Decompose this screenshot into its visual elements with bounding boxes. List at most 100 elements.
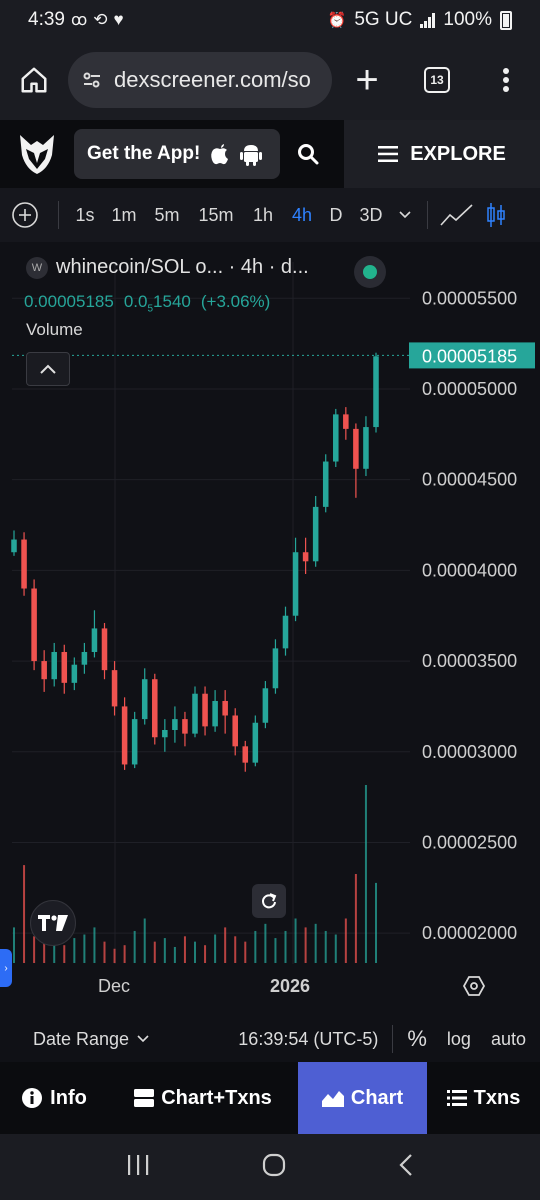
new-tab-button[interactable]: + [332, 60, 402, 100]
volume-bar [43, 941, 46, 963]
live-indicator[interactable] [354, 256, 386, 288]
add-indicator-button[interactable] [0, 201, 50, 229]
owl-logo-icon [20, 135, 54, 174]
open-price-subscript: 5 [147, 303, 154, 315]
line-chart-button[interactable] [436, 203, 478, 227]
plus-icon: + [355, 58, 379, 102]
y-tick-label: 0.00004500 [422, 470, 517, 490]
interval-5m[interactable]: 5m [145, 205, 189, 226]
side-drawer-handle[interactable]: › [0, 949, 12, 987]
volume-bar [204, 945, 207, 963]
more-vert-icon [503, 68, 509, 92]
candle-body [282, 615, 289, 649]
volume-bar [163, 938, 166, 963]
volume-bar [284, 930, 287, 963]
interval-1s[interactable]: 1s [67, 205, 103, 226]
candle-body [333, 414, 339, 462]
chart-clock[interactable]: 16:39:54 (UTC-5) [238, 1028, 379, 1049]
interval-3d[interactable]: 3D [351, 205, 391, 226]
chart-settings-button[interactable] [462, 974, 486, 1003]
y-tick-label: 0.00004000 [422, 560, 517, 580]
alarm-icon: ⏰ [327, 12, 347, 29]
candle-body [202, 693, 208, 727]
interval-15m[interactable]: 15m [189, 205, 243, 226]
volume-bar [244, 941, 247, 963]
percent-scale-toggle[interactable]: % [407, 1026, 427, 1051]
volume-bar [194, 941, 196, 963]
split-view-icon [134, 1089, 155, 1107]
chart-title[interactable]: whinecoin/SOL o... · 4h · d... [56, 256, 309, 278]
candle-chart-button[interactable] [478, 202, 514, 228]
toolbar-divider [427, 201, 428, 229]
token-badge: W [26, 256, 48, 279]
tradingview-logo[interactable] [30, 900, 76, 946]
candle-body [111, 670, 118, 707]
log-scale-toggle[interactable]: log [446, 1028, 471, 1049]
volume-bar [103, 941, 106, 963]
volume-bar [23, 865, 26, 963]
tab-txns[interactable]: Txns [427, 1062, 540, 1134]
candle-body [182, 719, 188, 734]
chart-footer: Date Range 16:39:54 (UTC-5) % log auto [0, 1016, 540, 1062]
browser-menu-button[interactable] [472, 67, 540, 93]
volume-bar [375, 882, 377, 963]
volume-bar [63, 945, 66, 963]
back-button[interactable] [398, 1153, 414, 1182]
site-settings-icon[interactable] [80, 68, 104, 92]
sync-icon: ⟲ [93, 10, 108, 29]
candle-body [11, 539, 17, 553]
back-chevron-icon [399, 1153, 413, 1176]
volume-bar [93, 927, 96, 963]
candle-body [61, 652, 68, 683]
candle-body [101, 628, 108, 671]
volume-bar [143, 918, 146, 963]
candle-body [272, 648, 279, 689]
tab-chart[interactable]: Chart [298, 1062, 427, 1134]
candle-body [262, 688, 269, 723]
reset-chart-button[interactable] [252, 884, 286, 918]
candle-body [172, 719, 178, 730]
interval-d[interactable]: D [321, 205, 351, 226]
explore-label: EXPLORE [410, 142, 506, 165]
explore-button[interactable]: EXPLORE [344, 120, 540, 188]
candle-body [343, 414, 349, 429]
footer-divider [392, 1025, 394, 1053]
tab-info[interactable]: Info [0, 1062, 108, 1134]
signal-icon [420, 12, 436, 28]
candle-body [71, 664, 78, 683]
home-circle-icon [262, 1153, 286, 1176]
volume-bar [314, 923, 317, 963]
interval-label: 5m [154, 204, 180, 225]
volume-bar [173, 946, 176, 963]
get-the-app-button[interactable]: Get the App! [74, 129, 280, 179]
collapse-legend-button[interactable] [26, 352, 70, 386]
interval-label: 3D [359, 204, 383, 225]
android-icon [240, 145, 263, 166]
candle-body [353, 428, 359, 469]
tab-chart-txns[interactable]: Chart+Txns [108, 1062, 298, 1134]
volume-bar [133, 930, 136, 963]
interval-label: D [329, 204, 343, 225]
candle-body [41, 661, 47, 680]
tab-switcher-button[interactable]: 13 [402, 67, 472, 93]
apple-icon [211, 144, 229, 165]
y-tick-label: 0.00003500 [422, 651, 517, 671]
address-bar[interactable]: dexscreener.com/so [68, 52, 332, 108]
date-range-button[interactable]: Date Range [33, 1029, 149, 1050]
volume-label: Volume [26, 320, 83, 339]
price-chart[interactable]: 0.00005500 0.00005000 0.00004500 0.00004000… [0, 242, 540, 1062]
interval-1m[interactable]: 1m [103, 205, 145, 226]
recents-button[interactable] [126, 1154, 150, 1181]
interval-1h[interactable]: 1h [243, 205, 283, 226]
search-button[interactable] [280, 143, 336, 165]
auto-scale-toggle[interactable]: auto [490, 1028, 526, 1049]
interval-4h[interactable]: 4h [283, 205, 321, 226]
volume-bar [183, 936, 186, 963]
recents-icon [127, 1154, 148, 1175]
more-intervals-button[interactable] [391, 211, 419, 219]
chart-pane[interactable]: 0.00005500 0.00005000 0.00004500 0.00004000… [0, 242, 540, 1062]
home-nav-button[interactable] [261, 1152, 287, 1183]
tab-label: Chart+Txns [161, 1086, 272, 1109]
home-button[interactable] [0, 65, 68, 95]
dexscreener-logo[interactable] [0, 133, 74, 175]
